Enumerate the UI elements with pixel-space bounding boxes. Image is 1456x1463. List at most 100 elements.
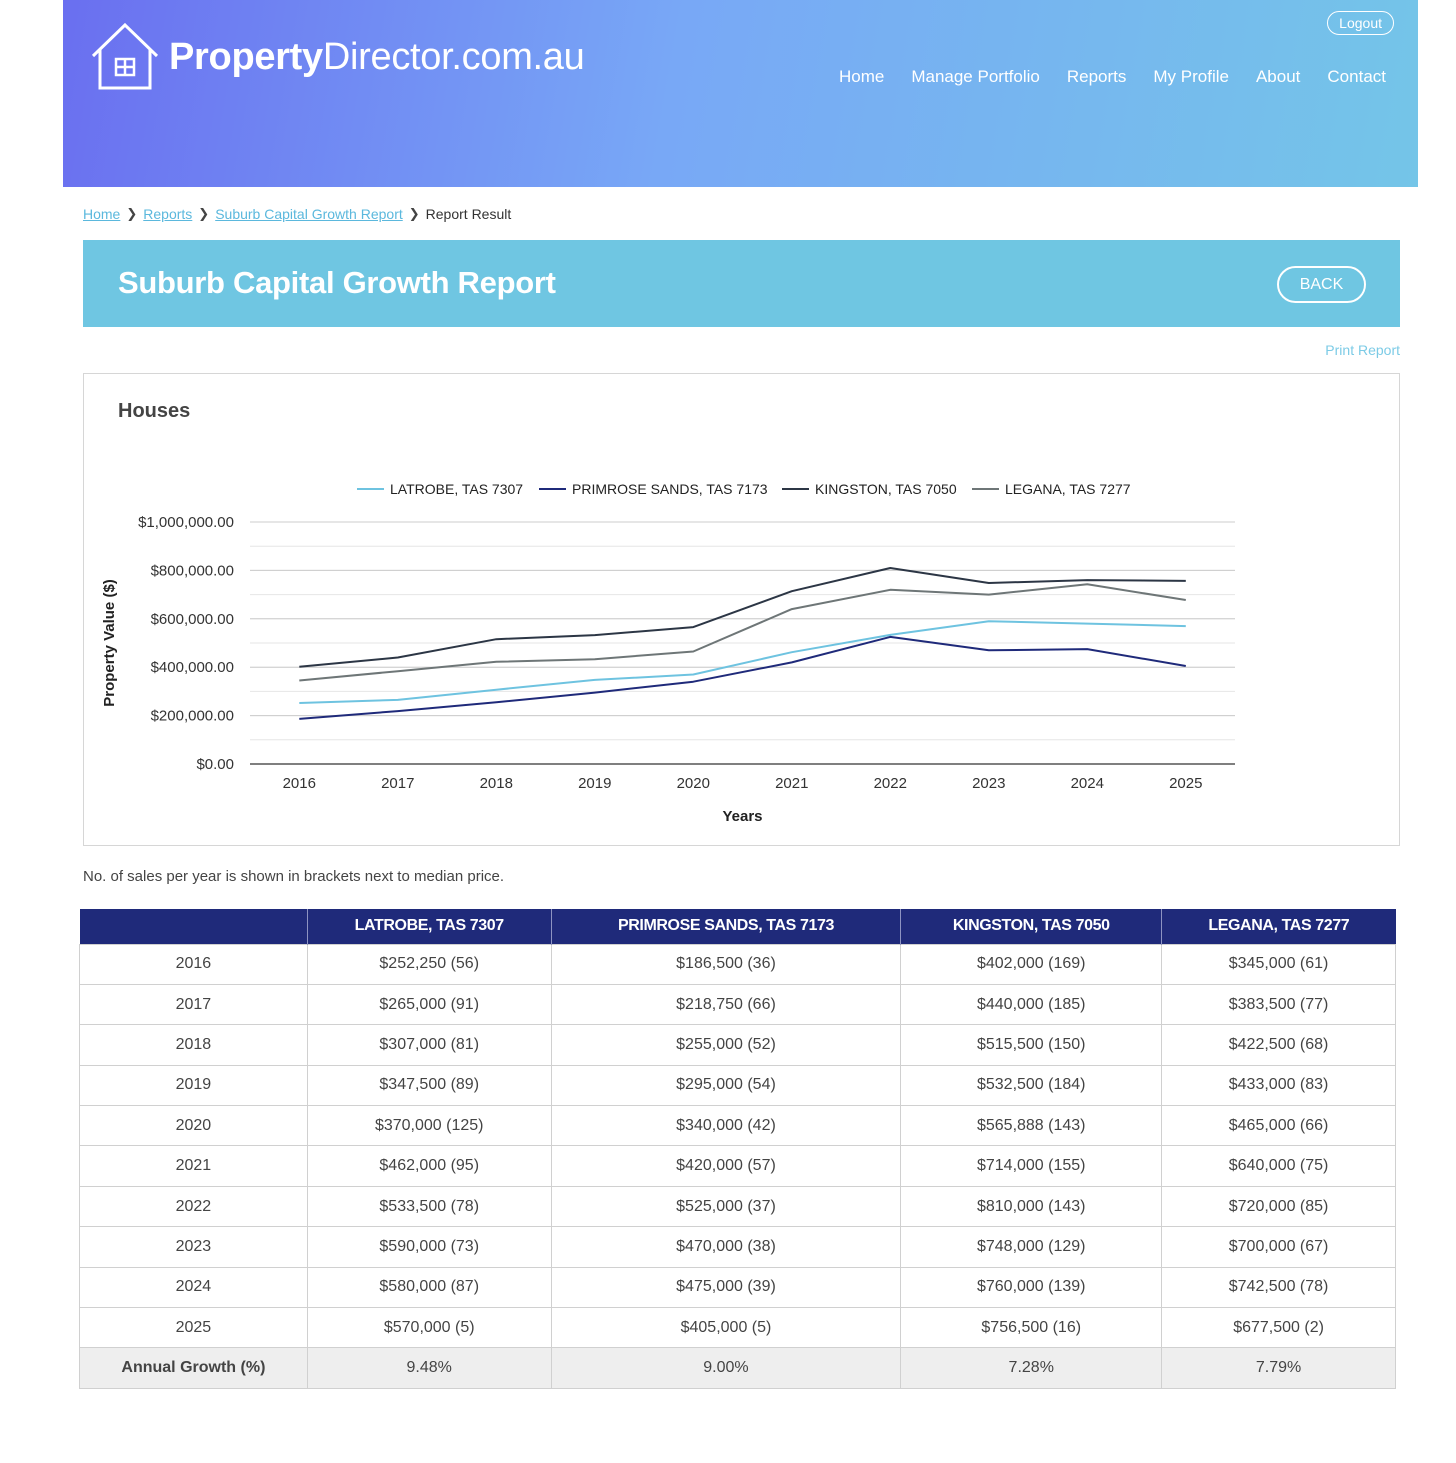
table-cell: $340,000 (42)	[550, 1105, 902, 1147]
table-cell: $255,000 (52)	[550, 1024, 902, 1066]
column-header: LEGANA, TAS 7277	[1161, 909, 1396, 944]
table-cell: $714,000 (155)	[900, 1145, 1163, 1187]
x-tick-label: 2022	[874, 775, 907, 792]
growth-cell: 9.00%	[550, 1347, 902, 1389]
growth-cell: Annual Growth (%)	[79, 1347, 308, 1389]
table-cell: 2019	[79, 1064, 308, 1107]
series-line	[299, 567, 1186, 668]
breadcrumb: Home ❯ Reports ❯ Suburb Capital Growth R…	[83, 206, 511, 222]
column-header: LATROBE, TAS 7307	[307, 909, 552, 944]
breadcrumb-current: Report Result	[425, 206, 512, 222]
table-cell: $525,000 (37)	[550, 1185, 902, 1228]
y-tick-label: $600,000.00	[151, 611, 234, 628]
table-cell: $742,500 (78)	[1161, 1266, 1396, 1309]
nav-about[interactable]: About	[1255, 67, 1301, 86]
table-cell: $475,000 (39)	[550, 1266, 902, 1309]
growth-table: LATROBE, TAS 7307 PRIMROSE SANDS, TAS 717…	[79, 909, 1396, 1389]
x-tick-label: 2021	[775, 775, 808, 792]
table-cell: $422,500 (68)	[1161, 1024, 1396, 1066]
table-cell: $810,000 (143)	[900, 1185, 1163, 1228]
site-header: PropertyDirector.com.au Logout Home Mana…	[63, 0, 1418, 187]
nav-manage-portfolio[interactable]: Manage Portfolio	[911, 67, 1040, 86]
table-row: 2022 $533,500 (78) $525,000 (37) $810,000 (…	[79, 1185, 1396, 1228]
table-cell: $756,500 (16)	[900, 1307, 1163, 1349]
table-row: 2024 $580,000 (87) $475,000 (39) $760,000 (…	[79, 1266, 1396, 1309]
breadcrumb-suburb-report[interactable]: Suburb Capital Growth Report	[215, 206, 403, 222]
table-cell: 2017	[79, 983, 308, 1026]
legend-label: PRIMROSE SANDS, TAS 7173	[572, 481, 768, 497]
table-cell: $345,000 (61)	[1161, 943, 1396, 985]
table-cell: $640,000 (75)	[1161, 1145, 1396, 1187]
growth-cell: 9.48%	[306, 1347, 552, 1389]
table-cell: $570,000 (5)	[306, 1307, 552, 1349]
table-row: 2016 $252,250 (56) $186,500 (36) $402,000 (…	[79, 943, 1396, 985]
x-tick-label: 2016	[283, 775, 316, 792]
table-cell: 2021	[79, 1145, 308, 1187]
table-cell: $218,750 (66)	[550, 983, 902, 1026]
table-cell: $402,000 (169)	[900, 943, 1163, 985]
main-nav: Home Manage Portfolio Reports My Profile…	[839, 67, 1386, 87]
column-header: PRIMROSE SANDS, TAS 7173	[551, 909, 902, 944]
table-cell: $405,000 (5)	[550, 1307, 902, 1349]
house-logo-icon	[91, 22, 159, 90]
legend-label: LATROBE, TAS 7307	[390, 481, 523, 497]
table-row: 2023 $590,000 (73) $470,000 (38) $748,000 (…	[79, 1226, 1396, 1268]
table-cell: $440,000 (185)	[900, 983, 1163, 1026]
table-cell: $462,000 (95)	[306, 1145, 552, 1187]
x-tick-label: 2020	[677, 775, 710, 792]
table-cell: $720,000 (85)	[1161, 1185, 1396, 1228]
column-header	[79, 909, 308, 944]
x-tick-label: 2017	[381, 775, 414, 792]
table-cell: $533,500 (78)	[306, 1185, 552, 1228]
breadcrumb-reports[interactable]: Reports	[143, 206, 193, 222]
chevron-right-icon: ❯	[198, 206, 210, 221]
table-cell: 2018	[79, 1024, 308, 1066]
y-tick-label: $200,000.00	[151, 708, 234, 725]
table-row: 2017 $265,000 (91) $218,750 (66) $440,000 (…	[79, 983, 1396, 1026]
nav-reports[interactable]: Reports	[1066, 67, 1127, 86]
chart-panel: Houses $0.00 $200,000.00 $400,000.00 $600,0…	[83, 373, 1400, 846]
table-cell: $347,500 (89)	[306, 1064, 552, 1107]
table-cell: $295,000 (54)	[550, 1064, 902, 1107]
nav-home[interactable]: Home	[838, 67, 885, 86]
y-tick-label: $1,000,000.00	[138, 514, 234, 531]
growth-cell: 7.28%	[900, 1347, 1163, 1389]
nav-my-profile[interactable]: My Profile	[1153, 67, 1229, 86]
annual-growth-row: Annual Growth (%) 9.48% 9.00% 7.28% 7.79%	[79, 1347, 1396, 1389]
print-report-link[interactable]: Print Report	[1325, 342, 1400, 358]
table-row: 2025 $570,000 (5) $405,000 (5) $756,500 (16…	[79, 1307, 1396, 1349]
x-tick-label: 2023	[972, 775, 1005, 792]
x-tick-label: 2025	[1169, 775, 1202, 792]
x-tick-label: 2018	[480, 775, 513, 792]
logout-button[interactable]: Logout	[1327, 11, 1394, 35]
y-axis-title: Property Value ($)	[101, 579, 118, 707]
nav-contact[interactable]: Contact	[1327, 67, 1386, 86]
chevron-right-icon: ❯	[408, 206, 420, 221]
site-logo[interactable]: PropertyDirector.com.au	[89, 22, 585, 92]
table-row: 2018 $307,000 (81) $255,000 (52) $515,500 (…	[79, 1024, 1396, 1066]
table-cell: $748,000 (129)	[900, 1226, 1163, 1268]
y-tick-label: $800,000.00	[151, 562, 234, 579]
table-cell: 2016	[79, 943, 308, 985]
back-button[interactable]: BACK	[1277, 266, 1366, 303]
legend-label: KINGSTON, TAS 7050	[815, 481, 957, 497]
table-cell: 2020	[79, 1105, 308, 1147]
x-tick-label: 2024	[1071, 775, 1104, 792]
table-cell: $465,000 (66)	[1161, 1105, 1396, 1147]
x-axis-title: Years	[722, 808, 762, 825]
table-cell: $590,000 (73)	[306, 1226, 552, 1268]
table-cell: $580,000 (87)	[306, 1266, 552, 1309]
column-header: KINGSTON, TAS 7050	[900, 909, 1163, 944]
table-row: 2021 $462,000 (95) $420,000 (57) $714,000 (…	[79, 1145, 1396, 1187]
table-header-row: LATROBE, TAS 7307 PRIMROSE SANDS, TAS 717…	[79, 909, 1396, 944]
series-line	[299, 635, 1186, 720]
table-cell: $265,000 (91)	[306, 983, 552, 1026]
table-cell: $565,888 (143)	[900, 1105, 1163, 1147]
table-cell: 2023	[79, 1226, 308, 1268]
y-tick-label: $400,000.00	[151, 659, 234, 676]
sales-note: No. of sales per year is shown in bracke…	[83, 868, 505, 885]
breadcrumb-home[interactable]: Home	[83, 206, 121, 222]
table-cell: $420,000 (57)	[550, 1145, 902, 1187]
series-line	[299, 620, 1186, 704]
table-cell: 2022	[79, 1185, 308, 1228]
